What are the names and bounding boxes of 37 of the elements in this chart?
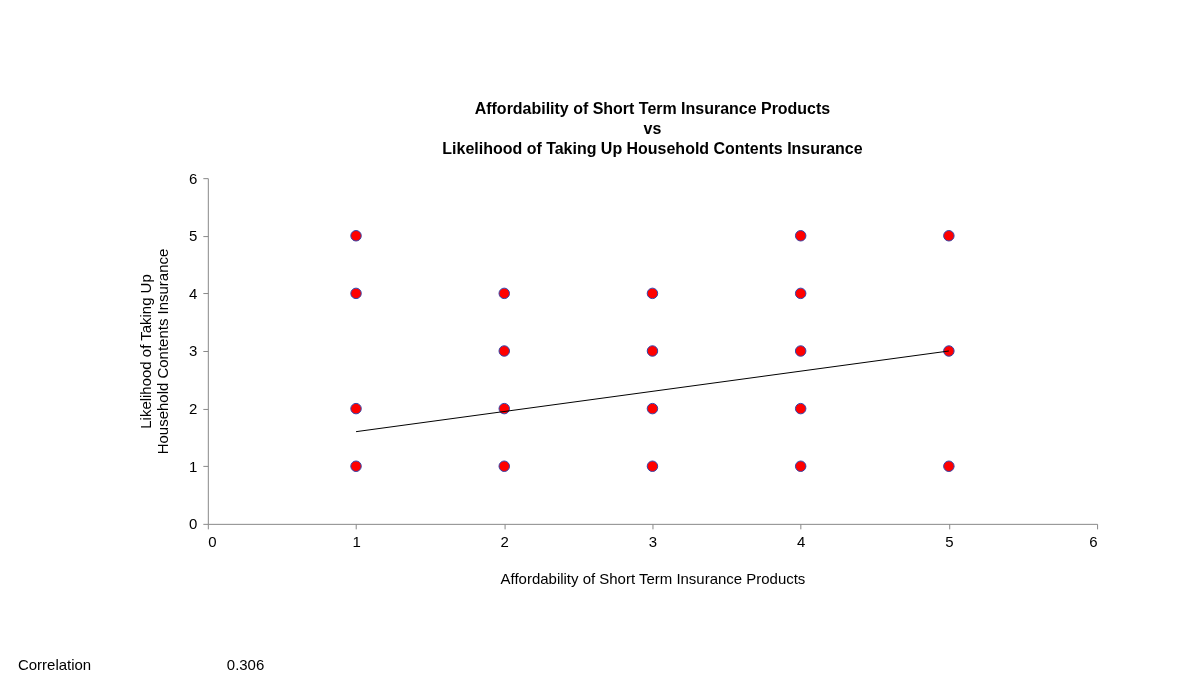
x-tick-label: 1 xyxy=(352,533,361,551)
chart-title: Affordability of Short Term Insurance Products vs Likelihood of Taking Up Household Contents Insurance xyxy=(442,100,863,158)
y-tick-label: 6 xyxy=(189,169,198,187)
point xyxy=(943,460,955,472)
point xyxy=(794,460,807,472)
x-tick-label: 4 xyxy=(797,533,806,551)
point xyxy=(943,230,955,242)
point xyxy=(794,402,807,415)
y-tick-label: 5 xyxy=(189,227,198,245)
x-tick-label: 3 xyxy=(648,533,658,551)
text: 0.306 xyxy=(226,655,265,673)
y-tick-label: 3 xyxy=(189,342,198,360)
point xyxy=(646,287,659,300)
x-tick-label: 2 xyxy=(500,533,509,551)
y-tick-label: 0 xyxy=(189,515,198,533)
x-tick-label: 5 xyxy=(945,533,954,551)
text: Correlation xyxy=(17,655,92,673)
point xyxy=(350,230,362,242)
y-tick-label: 1 xyxy=(189,457,198,475)
point xyxy=(646,345,659,357)
y-axis-title: Likelihood of Taking Up Household Contents Insurance xyxy=(137,248,172,455)
x-tick-label: 0 xyxy=(208,533,217,551)
point xyxy=(498,287,510,300)
point xyxy=(794,230,807,242)
point xyxy=(646,460,659,472)
y-tick-label: 2 xyxy=(189,400,198,418)
point xyxy=(350,402,362,415)
point xyxy=(794,287,807,300)
point xyxy=(498,460,510,472)
point xyxy=(350,460,362,472)
x-tick-label: 6 xyxy=(1089,533,1098,551)
point xyxy=(646,402,659,415)
y-tick-label: 4 xyxy=(189,284,198,302)
point xyxy=(350,287,362,300)
point xyxy=(498,345,510,357)
x-axis-title: Affordability of Short Term Insurance Products xyxy=(500,570,806,588)
point xyxy=(794,345,807,357)
